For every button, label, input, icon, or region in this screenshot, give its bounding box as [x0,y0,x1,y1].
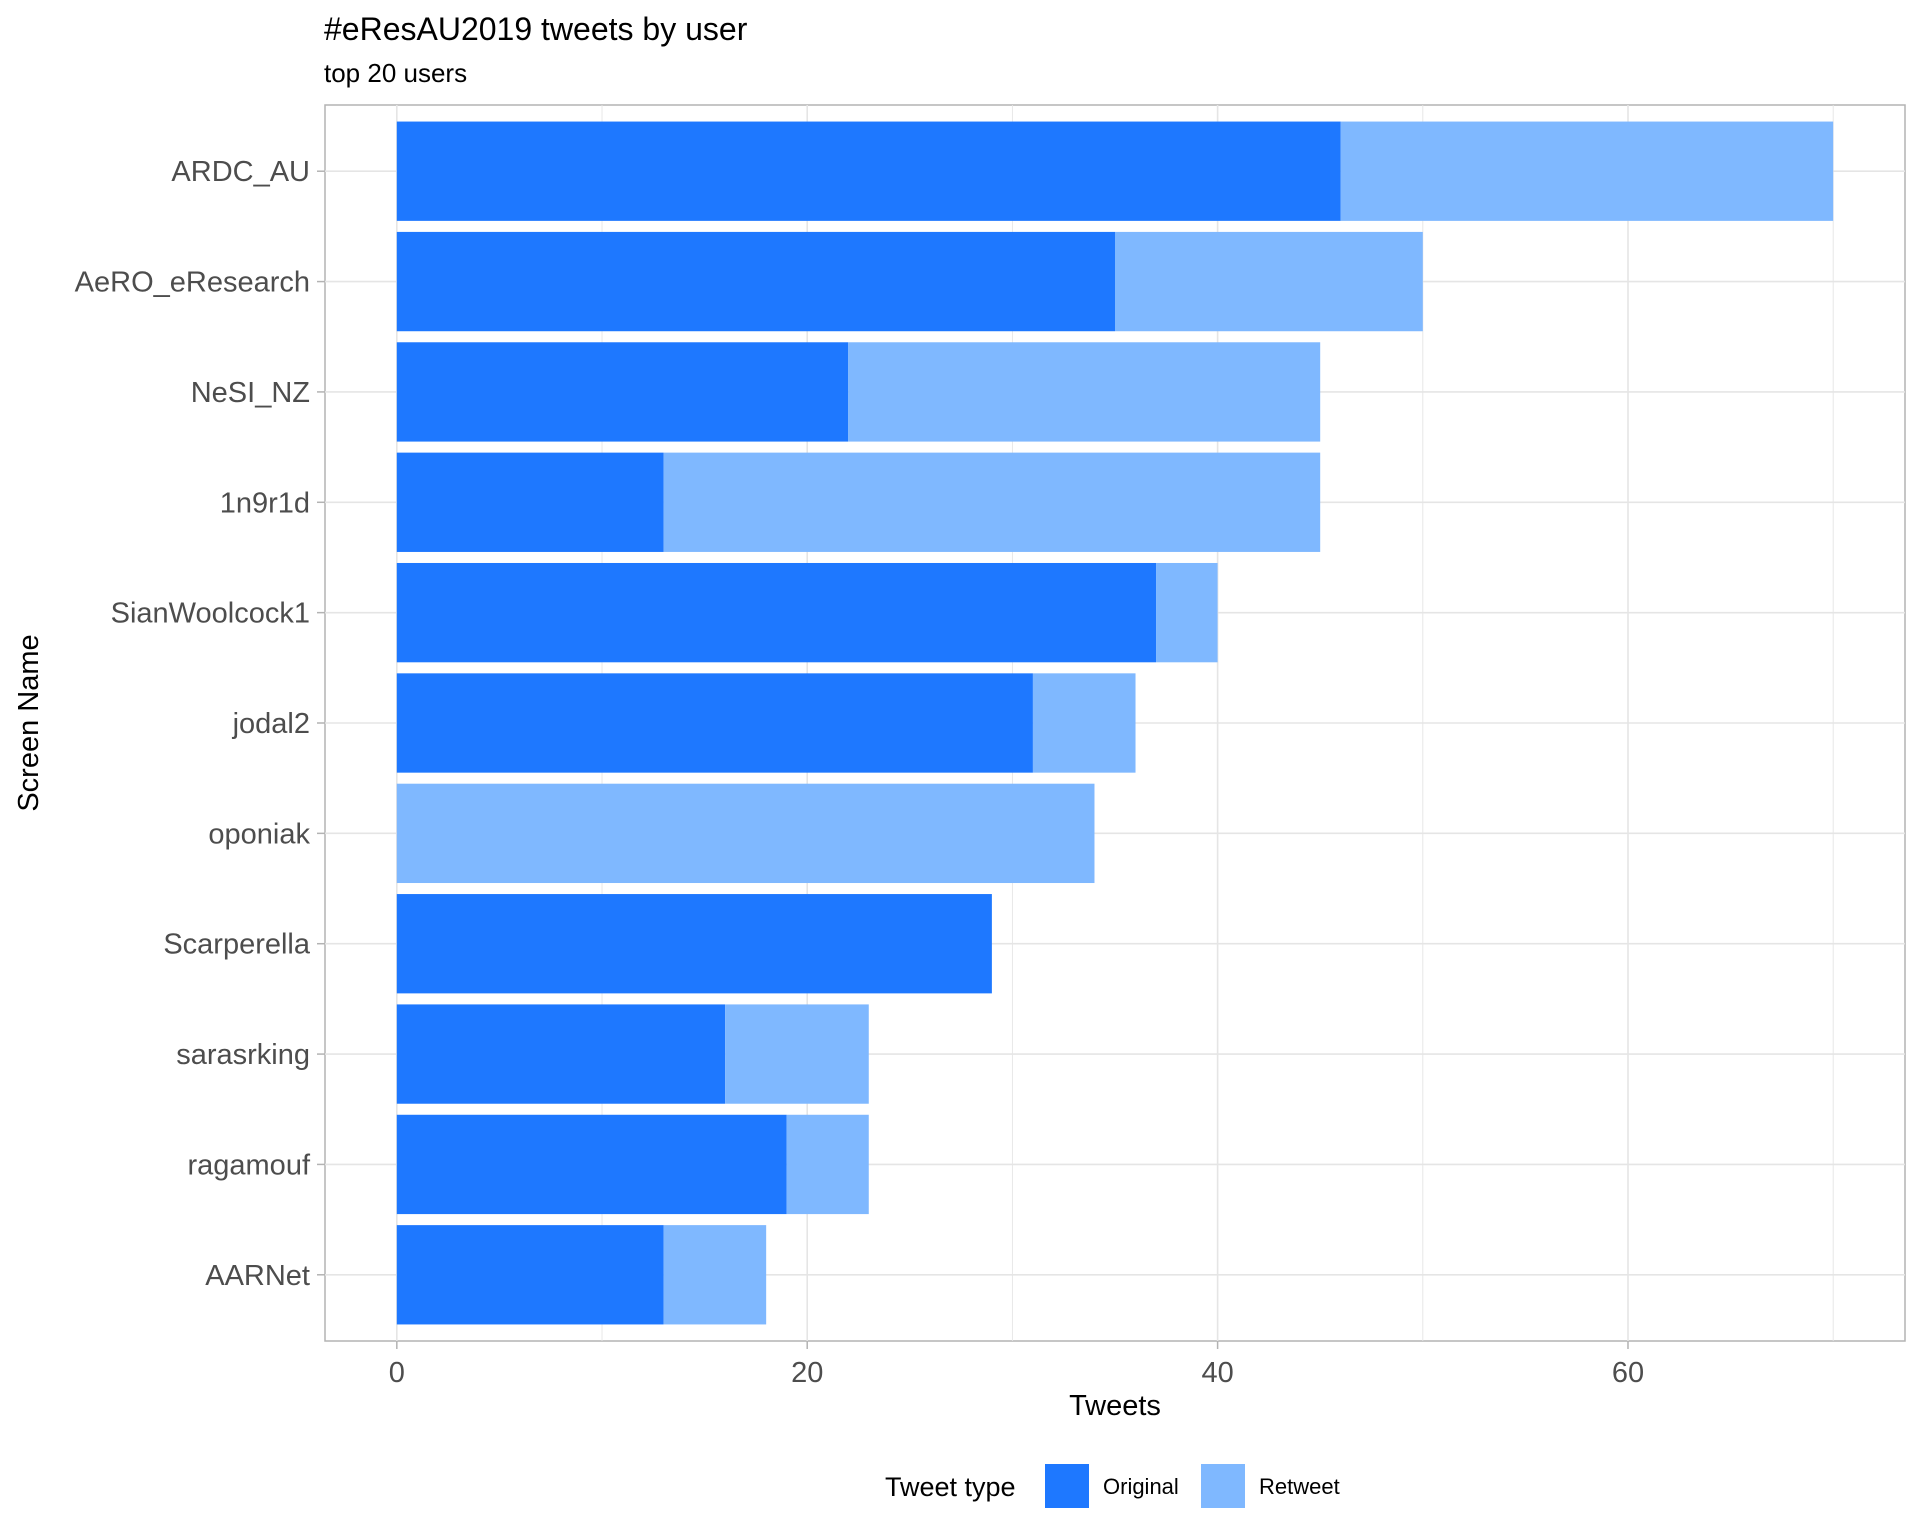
bar-retweet-jodal2 [1032,673,1136,773]
bar-original-ardc_au [396,121,1341,221]
bar-retweet-sarasrking [725,1004,869,1104]
y-axis-ticks: ARDC_AU AeRO_eResearch NeSI_NZ 1n9r1d SianWo… [75,156,325,1292]
x-axis-title: Tweets [1069,1390,1161,1422]
x-tick-label: 40 [1201,1357,1233,1389]
x-tick-label: 60 [1612,1357,1644,1389]
y-tick-label: oponiak [208,818,310,850]
y-tick-label: ragamouf [187,1149,310,1181]
bar-retweet-aarnet [663,1225,767,1325]
x-axis-ticks: 0 20 40 60 [389,1341,1644,1389]
bar-original-sianwoolcock1 [396,562,1157,663]
y-tick-label: jodal2 [232,708,310,740]
y-tick-label: ARDC_AU [171,156,310,188]
y-tick-label: AARNet [205,1260,310,1292]
bar-original-jodal2 [396,673,1033,773]
bar-original-sarasrking [396,1004,726,1104]
bars [396,121,1834,1325]
bar-retweet-nesi_nz [848,342,1321,442]
bar-original-aarnet [396,1225,664,1325]
bar-retweet-sianwoolcock1 [1156,562,1218,663]
legend-swatch-retweet [1201,1464,1245,1508]
legend-swatch-original [1045,1464,1089,1508]
bar-original-ragamouf [396,1114,787,1215]
bar-retweet-aero_eresearch [1115,231,1423,332]
y-tick-label: 1n9r1d [220,487,310,519]
bar-retweet-ragamouf [786,1114,869,1215]
y-axis-title: Screen Name [13,634,45,811]
bar-retweet-1n9r1d [663,452,1321,552]
y-tick-label: sarasrking [176,1039,310,1071]
y-tick-label: SianWoolcock1 [111,598,310,630]
chart-title: #eResAU2019 tweets by user [324,11,748,47]
bar-original-aero_eresearch [396,231,1115,332]
x-tick-label: 0 [389,1357,405,1389]
legend-label-retweet: Retweet [1259,1474,1340,1499]
y-tick-label: AeRO_eResearch [75,267,310,299]
chart-subtitle: top 20 users [324,58,467,88]
bar-original-scarperella [396,894,992,994]
bar-original-1n9r1d [396,452,664,552]
x-tick-label: 20 [791,1357,823,1389]
y-tick-label: NeSI_NZ [191,377,310,409]
y-tick-label: Scarperella [163,929,311,961]
bar-retweet-oponiak [396,783,1095,884]
bar-retweet-ardc_au [1340,121,1834,221]
legend-title: Tweet type [885,1472,1016,1502]
bar-original-nesi_nz [396,342,849,442]
legend-label-original: Original [1103,1474,1179,1499]
legend: Tweet type Original Retweet [885,1464,1340,1508]
